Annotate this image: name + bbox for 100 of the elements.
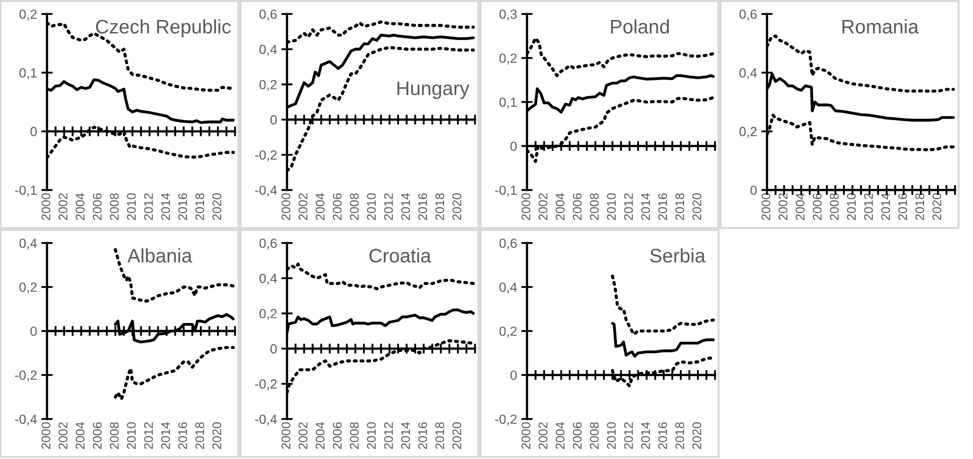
x-tick-label: 2008	[830, 193, 839, 220]
x-tick-label: 2018	[195, 422, 204, 449]
x-tick-label: 2002	[538, 422, 548, 449]
x-tick-label: 2020	[692, 422, 702, 449]
chart-title: Poland	[611, 19, 669, 34]
x-tick-label: 2012	[384, 193, 393, 220]
y-tick-label: 0,2	[499, 326, 517, 338]
y-tick-label: 0	[30, 326, 37, 336]
x-tick-label: 2006	[92, 422, 102, 449]
y-tick-label: -0,4	[255, 186, 277, 196]
x-tick-label: 2008	[590, 193, 599, 220]
x-tick-label: 2004	[316, 193, 325, 220]
x-tick-label: 2010	[366, 422, 376, 449]
y-tick-label: 0	[510, 370, 517, 380]
y-tick-label: 0	[270, 344, 277, 354]
x-tick-label: 2014	[401, 193, 410, 220]
x-tick-label: 2014	[641, 193, 650, 220]
y-tick-label: 0	[270, 115, 277, 125]
x-tick-label: 2014	[881, 193, 890, 220]
chart-title: Serbia	[650, 248, 706, 263]
x-tick-label: 2002	[778, 193, 788, 220]
y-tick-label: 0,6	[259, 238, 277, 250]
x-tick-label: 2000	[522, 422, 530, 449]
y-tick-label: -0,2	[15, 370, 37, 382]
x-tick-label: 2010	[606, 422, 616, 449]
x-tick-label: 2014	[401, 422, 410, 449]
x-tick-label: 2002	[298, 193, 308, 220]
x-tick-label: 2012	[144, 422, 153, 449]
y-tick-label: 0,2	[259, 308, 277, 320]
x-tick-label: 2014	[641, 422, 650, 449]
y-tick-label: 0	[750, 186, 757, 195]
x-tick-label: 2018	[435, 193, 444, 220]
x-tick-label: 2010	[366, 193, 376, 220]
x-tick-label: 2012	[144, 193, 153, 220]
x-tick-label: 2014	[161, 193, 170, 220]
x-tick-label: 2002	[58, 422, 68, 449]
y-tick-label: -0,1	[495, 186, 517, 196]
y-tick-label: 0,4	[259, 274, 277, 285]
x-tick-label: 2008	[350, 422, 359, 449]
y-tick-label: 0	[510, 142, 517, 151]
chart-title: Croatia	[369, 248, 432, 263]
x-tick-label: 2008	[110, 193, 119, 220]
x-tick-label: 2020	[932, 193, 942, 220]
x-tick-label: 2004	[76, 193, 85, 220]
x-tick-label: 2020	[212, 193, 222, 220]
y-tick-label: -0,2	[495, 414, 517, 426]
y-tick-label: 0,2	[259, 80, 277, 91]
x-tick-label: 2000	[42, 422, 50, 449]
chart-title: Albania	[127, 248, 192, 263]
x-tick-label: 2004	[556, 422, 565, 449]
y-tick-label: 0,2	[499, 54, 517, 64]
x-tick-label: 2012	[624, 422, 633, 449]
y-tick-label: 0,1	[499, 98, 517, 108]
chart-title: Romania	[842, 19, 919, 34]
x-tick-label: 2002	[58, 193, 68, 220]
x-tick-label: 2006	[812, 193, 822, 220]
x-tick-label: 2002	[538, 193, 548, 220]
y-tick-label: 0,4	[499, 282, 517, 294]
x-tick-label: 2012	[384, 422, 393, 449]
x-tick-label: 2010	[126, 422, 136, 449]
x-tick-label: 2004	[796, 193, 805, 220]
x-tick-label: 2016	[658, 422, 668, 449]
x-tick-label: 2010	[126, 193, 136, 220]
y-tick-label: 0,1	[19, 68, 37, 80]
y-tick-label: 0	[30, 126, 37, 136]
y-tick-label: 0,4	[259, 44, 277, 56]
x-tick-label: 2000	[522, 193, 530, 220]
x-tick-label: 2012	[624, 193, 633, 220]
x-tick-label: 2010	[606, 193, 616, 220]
y-tick-label: 0,4	[19, 238, 37, 250]
x-tick-label: 2020	[452, 422, 462, 449]
x-tick-label: 2006	[332, 422, 342, 449]
x-tick-label: 2006	[572, 422, 582, 449]
x-tick-label: 2018	[915, 193, 924, 220]
x-tick-label: 2004	[556, 193, 565, 220]
x-tick-label: 2016	[898, 193, 908, 220]
y-tick-label: -0,4	[15, 414, 37, 426]
x-tick-label: 2006	[332, 193, 342, 220]
y-tick-label: 0,3	[499, 10, 517, 20]
x-tick-label: 2014	[161, 422, 170, 449]
y-tick-label: 0,4	[739, 68, 757, 80]
x-tick-label: 2000	[42, 193, 50, 220]
y-tick-label: -0,1	[15, 186, 37, 196]
x-tick-label: 2008	[590, 422, 599, 449]
line-series	[114, 346, 235, 401]
x-tick-label: 2020	[692, 193, 702, 220]
y-tick-label: -0,4	[255, 414, 277, 426]
x-tick-label: 2006	[92, 193, 102, 220]
x-tick-label: 2018	[195, 193, 204, 220]
y-tick-label: -0,2	[255, 150, 277, 162]
x-tick-label: 2000	[282, 422, 290, 449]
x-tick-label: 2018	[675, 422, 684, 449]
x-tick-label: 2016	[178, 422, 188, 449]
x-tick-label: 2016	[178, 193, 188, 220]
line-series	[610, 274, 715, 336]
x-tick-label: 2018	[675, 193, 684, 220]
x-tick-label: 2016	[658, 193, 668, 220]
x-tick-label: 2008	[110, 422, 119, 449]
chart-title: Czech Republic	[96, 19, 231, 38]
x-tick-label: 2012	[864, 193, 873, 220]
